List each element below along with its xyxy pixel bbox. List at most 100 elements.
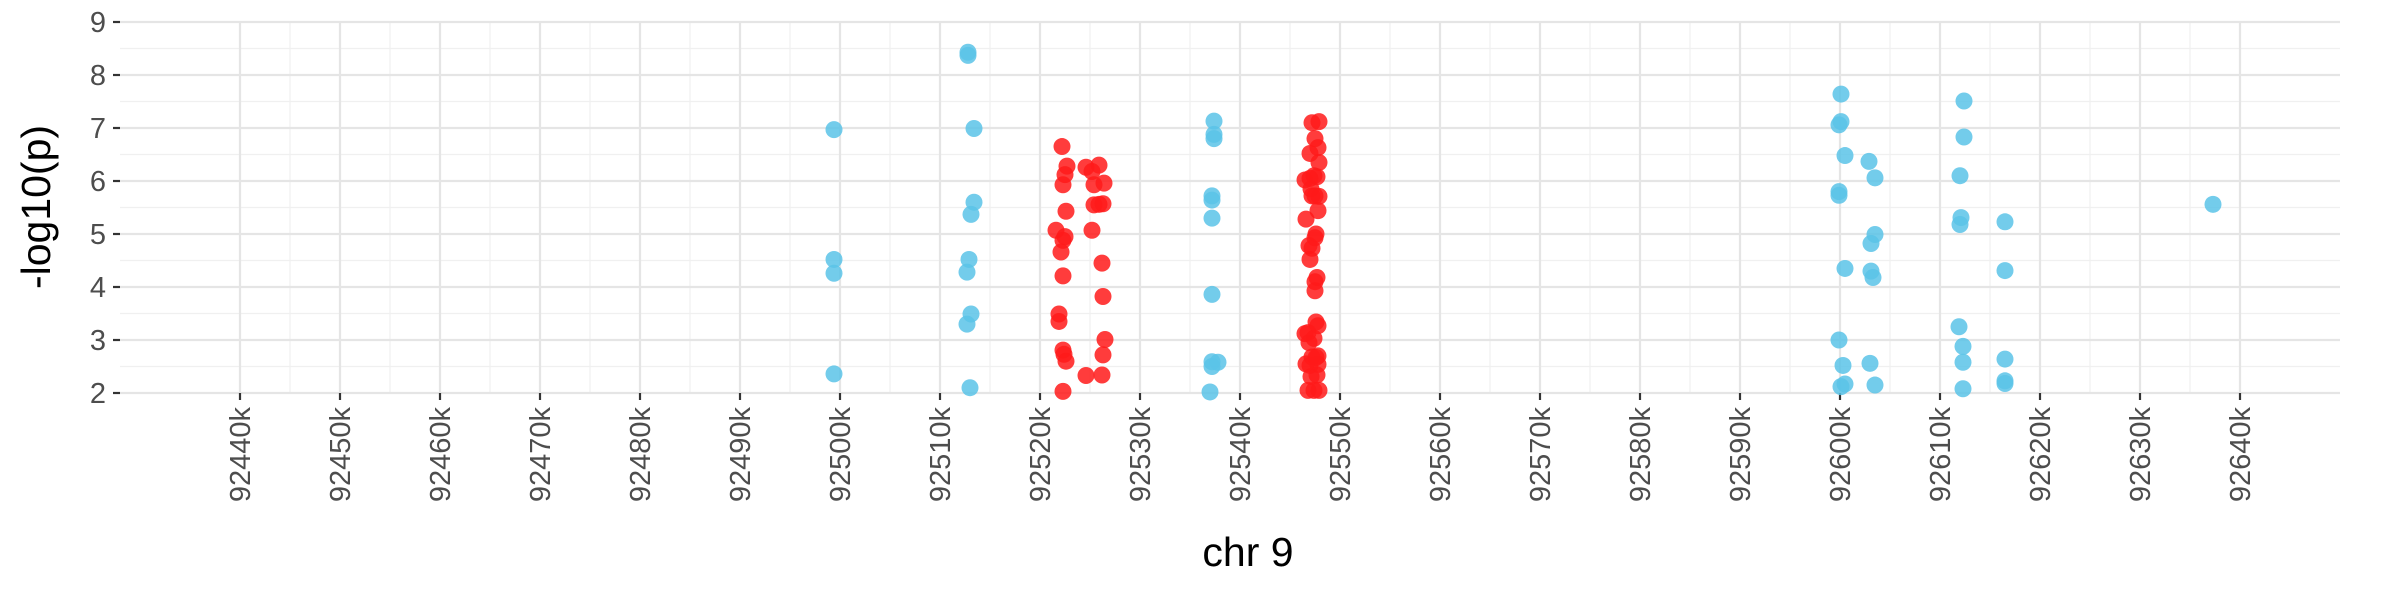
data-point	[1077, 367, 1095, 385]
y-tick-label: 4	[90, 272, 106, 304]
data-point	[1203, 209, 1221, 227]
data-point	[1083, 221, 1101, 239]
data-point	[1955, 128, 1973, 146]
data-point	[1090, 195, 1108, 213]
data-point	[1054, 267, 1072, 285]
data-point	[1057, 352, 1075, 370]
data-point	[1308, 168, 1326, 186]
data-point	[1054, 176, 1072, 194]
data-point	[825, 365, 843, 383]
data-point	[825, 250, 843, 268]
x-axis-title: chr 9	[1202, 529, 1293, 575]
data-point	[1058, 157, 1076, 175]
data-point	[1306, 282, 1324, 300]
data-point	[1057, 202, 1075, 220]
data-point	[1866, 169, 1884, 187]
data-point	[1050, 312, 1068, 330]
data-point	[959, 46, 977, 64]
data-point	[1308, 268, 1326, 286]
x-tick-label: 92440k	[225, 407, 257, 503]
y-axis-title: -log10(p)	[13, 125, 59, 289]
y-tick-label: 8	[90, 60, 106, 92]
x-tick-label: 92540k	[1225, 407, 1257, 503]
axis-ticks	[113, 20, 2242, 400]
data-point	[1096, 330, 1114, 348]
data-point	[1309, 202, 1327, 220]
data-point	[1834, 356, 1852, 374]
x-tick-label: 92630k	[2125, 407, 2157, 503]
data-point	[1297, 210, 1315, 228]
data-point	[1866, 376, 1884, 394]
x-tick-label: 92450k	[325, 407, 357, 503]
x-tick-label: 92580k	[1625, 407, 1657, 503]
data-point	[1996, 350, 2014, 368]
data-point	[1951, 215, 1969, 233]
data-point	[825, 121, 843, 139]
data-point	[1203, 191, 1221, 209]
data-point	[1310, 381, 1328, 399]
x-tick-label: 92480k	[625, 407, 657, 503]
data-point	[1996, 374, 2014, 392]
data-point	[1205, 112, 1223, 130]
data-point	[1301, 250, 1319, 268]
data-point	[1830, 331, 1848, 349]
data-point	[961, 379, 979, 397]
y-tick-label: 3	[90, 325, 106, 357]
data-point	[1955, 92, 1973, 110]
data-point	[1832, 378, 1850, 396]
data-point	[1203, 358, 1221, 375]
grid-lines	[120, 20, 2340, 395]
data-point	[1864, 268, 1882, 286]
data-point	[1310, 153, 1328, 171]
data-point	[825, 264, 843, 282]
x-tick-label: 92470k	[525, 407, 557, 503]
data-point	[2204, 195, 2222, 213]
data-point	[1094, 346, 1112, 364]
x-tick-label: 92610k	[1925, 407, 1957, 503]
tick-labels: 2 3 4 5 6 7 8 9 92440k 92450k 92460k 92470k 92480k 92…	[90, 7, 2257, 502]
y-tick-label: 6	[90, 166, 106, 198]
x-tick-label: 92510k	[925, 407, 957, 503]
data-point	[1954, 380, 1972, 398]
data-point	[1056, 228, 1074, 246]
data-point	[1094, 288, 1112, 306]
x-tick-label: 92570k	[1525, 407, 1557, 503]
x-tick-label: 92560k	[1425, 407, 1457, 503]
data-point	[1309, 139, 1327, 157]
x-tick-label: 92530k	[1125, 407, 1157, 503]
x-tick-label: 92460k	[425, 407, 457, 503]
x-tick-label: 92640k	[2225, 407, 2257, 503]
x-tick-label: 92490k	[725, 407, 757, 503]
y-tick-label: 2	[90, 378, 106, 410]
data-point	[1308, 366, 1326, 384]
data-point	[958, 315, 976, 333]
y-tick-label: 5	[90, 219, 106, 251]
data-point	[962, 205, 980, 223]
data-point	[1052, 243, 1070, 261]
data-point	[1996, 262, 2014, 280]
data-point	[1203, 285, 1221, 303]
data-point	[1310, 113, 1328, 131]
data-point	[1205, 130, 1223, 148]
y-tick-label: 9	[90, 7, 106, 39]
data-point	[1090, 156, 1108, 174]
data-point	[965, 120, 983, 138]
data-point	[1306, 187, 1324, 205]
data-point	[1095, 174, 1113, 192]
data-point	[1093, 254, 1111, 272]
data-point	[1836, 147, 1854, 165]
data-point	[1861, 354, 1879, 372]
data-point	[958, 263, 976, 281]
data-point	[960, 250, 978, 268]
data-point	[1954, 337, 1972, 355]
x-tick-label: 92520k	[1025, 407, 1057, 503]
x-tick-label: 92600k	[1825, 407, 1857, 503]
x-tick-label: 92620k	[2025, 407, 2057, 503]
data-point	[1836, 259, 1854, 277]
data-point	[1093, 366, 1111, 384]
x-tick-label: 92500k	[825, 407, 857, 503]
data-point	[1305, 329, 1323, 347]
data-point	[1832, 85, 1850, 103]
data-point	[1830, 116, 1848, 134]
